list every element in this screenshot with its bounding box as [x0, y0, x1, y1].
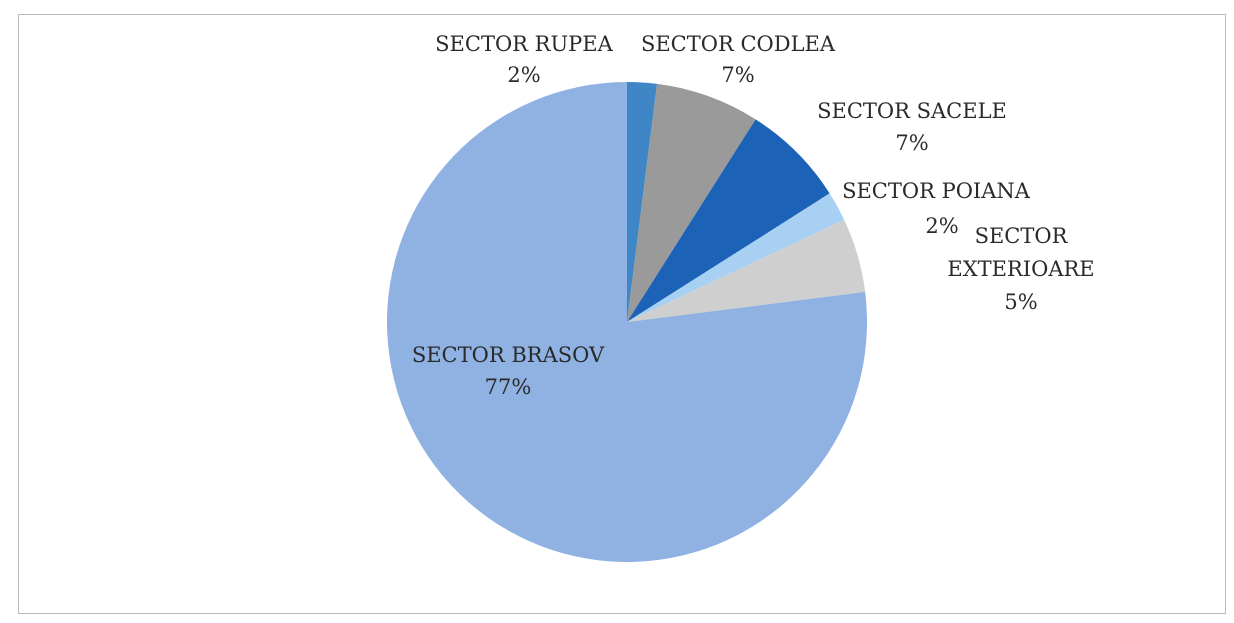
value-exterioare: 5% — [1004, 290, 1037, 314]
value-poiana: 2% — [925, 214, 958, 238]
label-codlea: SECTOR CODLEA — [641, 32, 836, 56]
label-rupea: SECTOR RUPEA — [435, 32, 613, 56]
label-exterioare-line1: SECTOR — [975, 224, 1069, 248]
pie-slices — [387, 82, 867, 563]
label-sacele: SECTOR SACELE — [817, 99, 1007, 123]
label-brasov: SECTOR BRASOV — [412, 343, 605, 367]
value-brasov: 77% — [485, 375, 532, 399]
slice-sector-codlea — [627, 83, 756, 322]
value-codlea: 7% — [721, 63, 754, 87]
label-exterioare-line2: EXTERIOARE — [947, 257, 1094, 281]
slice-sector-poiana — [627, 193, 845, 322]
slice-sector-sacele — [627, 119, 830, 322]
pie-labels: SECTOR RUPEA 2% SECTOR CODLEA 7% SECTOR … — [412, 32, 1095, 399]
slice-sector-brasov — [387, 82, 867, 563]
slice-sector-rupea — [627, 82, 658, 322]
value-sacele: 7% — [895, 131, 928, 155]
value-rupea: 2% — [507, 63, 540, 87]
slice-sector-exterioare — [627, 219, 866, 322]
label-poiana: SECTOR POIANA — [842, 179, 1031, 203]
